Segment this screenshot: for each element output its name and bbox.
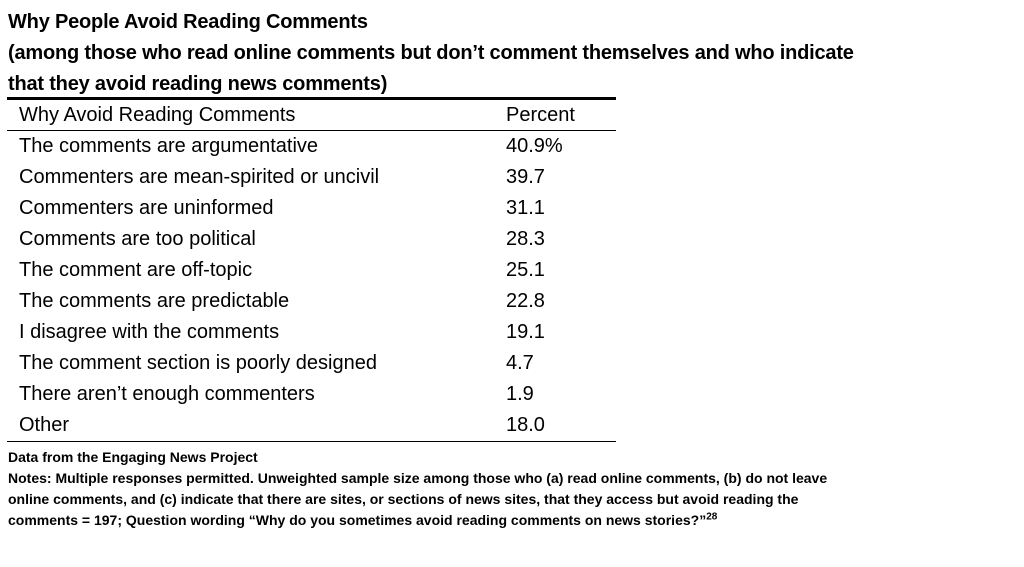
table-row: There aren’t enough commenters 1.9 (7, 379, 616, 410)
row-reason: The comments are predictable (19, 290, 290, 312)
notes-line-1: Notes: Multiple responses permitted. Unw… (8, 470, 828, 486)
row-percent: 28.3 (506, 228, 545, 250)
title-line-1: Why People Avoid Reading Comments (8, 11, 368, 33)
row-percent: 25.1 (506, 259, 545, 281)
row-percent: 40.9% (506, 135, 563, 157)
title-line-3: that they avoid reading news comments) (8, 73, 388, 95)
footnote-marker: 28 (706, 511, 718, 523)
row-percent: 4.7 (506, 352, 534, 374)
row-reason: I disagree with the comments (19, 321, 280, 343)
table-row: Comments are too political 28.3 (7, 224, 616, 255)
table-row: The comment are off-topic 25.1 (7, 255, 616, 286)
table-row: Commenters are uninformed 31.1 (7, 193, 616, 224)
row-percent: 19.1 (506, 321, 545, 343)
page-title: Why People Avoid Reading Comments (among… (8, 7, 1008, 100)
notes-line-3-wrapper: comments = 197; Question wording “Why do… (8, 510, 1008, 531)
row-percent: 18.0 (506, 414, 545, 436)
table-row: The comment section is poorly designed 4… (7, 348, 616, 379)
table-header-row: Why Avoid Reading Comments Percent (7, 98, 616, 131)
row-reason: Other (19, 414, 70, 436)
row-reason: The comments are argumentative (19, 135, 319, 157)
table-row: Other 18.0 (7, 410, 616, 442)
row-percent: 31.1 (506, 197, 545, 219)
row-reason: The comment are off-topic (19, 259, 253, 281)
reasons-table: Why Avoid Reading Comments Percent The c… (7, 97, 616, 442)
notes-block: Data from the Engaging News Project Note… (8, 447, 1008, 531)
header-percent: Percent (506, 103, 575, 126)
title-line-2: (among those who read online comments bu… (8, 42, 854, 64)
table-row: I disagree with the comments 19.1 (7, 317, 616, 348)
row-percent: 1.9 (506, 383, 534, 405)
row-reason: Commenters are uninformed (19, 197, 274, 219)
table-row: The comments are argumentative 40.9% (7, 131, 616, 163)
notes-line-3: comments = 197; Question wording “Why do… (8, 512, 707, 528)
table-row: Commenters are mean-spirited or uncivil … (7, 162, 616, 193)
row-reason: There aren’t enough commenters (19, 383, 315, 405)
row-reason: The comment section is poorly designed (19, 352, 377, 374)
notes-line-2: online comments, and (c) indicate that t… (8, 491, 799, 507)
row-percent: 22.8 (506, 290, 545, 312)
source-note: Data from the Engaging News Project (8, 449, 258, 465)
header-reason: Why Avoid Reading Comments (19, 103, 296, 126)
row-reason: Comments are too political (19, 228, 256, 250)
table-row: The comments are predictable 22.8 (7, 286, 616, 317)
row-percent: 39.7 (506, 166, 545, 188)
row-reason: Commenters are mean-spirited or uncivil (19, 166, 380, 188)
